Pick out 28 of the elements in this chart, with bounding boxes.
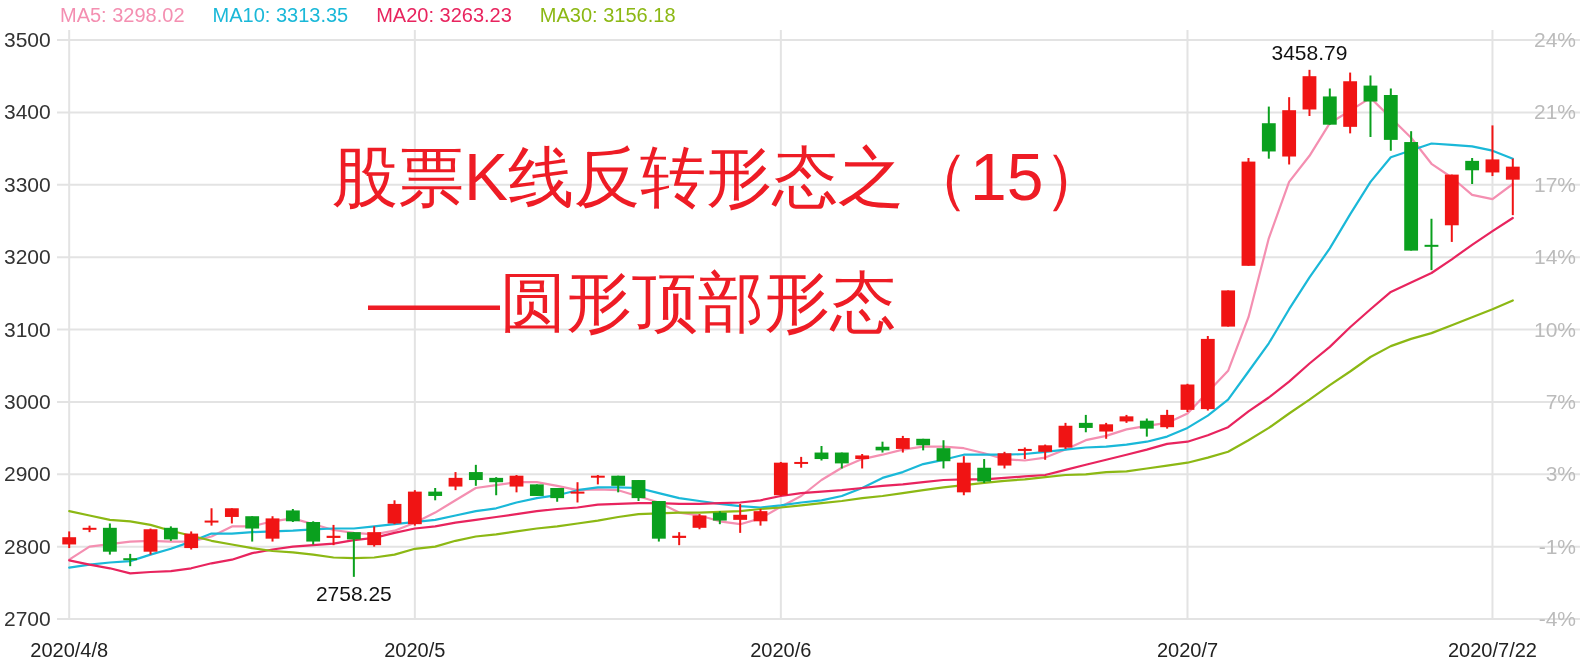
y-tick-label: 3100 [4, 317, 51, 341]
y-tick-label: 3000 [4, 389, 51, 413]
annotation: 2758.25 [315, 581, 392, 605]
x-tick-label: 2020/4/8 [30, 639, 109, 661]
y2-tick-label: 24% [1533, 28, 1576, 51]
y-tick-label: 3500 [4, 28, 51, 51]
y2-tick-label: 7% [1545, 389, 1576, 413]
x-tick-label: 2020/5 [384, 639, 446, 661]
legend: MA5: 3298.02 MA10: 3313.35 MA20: 3263.23 MA30: 3156.18 [60, 4, 676, 26]
x-tick-label: 2020/7/22 [1447, 639, 1537, 661]
y2-tick-label: -1% [1538, 534, 1576, 558]
text: 股票K线反转形态之（15） [332, 140, 1110, 214]
y2-tick-label: 14% [1533, 245, 1576, 269]
text: ——圆形顶部形态 [368, 265, 896, 339]
y-tick-label: 2700 [4, 607, 51, 630]
x-tick-label: 2020/6 [750, 639, 812, 661]
y2-tick-label: 10% [1533, 317, 1576, 341]
x-tick-label: 2020/7 [1156, 639, 1219, 661]
y2-tick-label: -4% [1538, 607, 1576, 630]
y-tick-label: 2900 [4, 462, 51, 486]
annotation: 3458.79 [1271, 40, 1348, 64]
y2-tick-label: 17% [1533, 172, 1576, 196]
y2-tick-label: 3% [1545, 462, 1576, 486]
y2-tick-label: 21% [1533, 100, 1576, 124]
y-tick-label: 3300 [4, 172, 51, 196]
y-tick-label: 2800 [4, 534, 51, 558]
y-tick-label: 3400 [4, 100, 51, 124]
y-tick-label: 3200 [4, 245, 51, 269]
